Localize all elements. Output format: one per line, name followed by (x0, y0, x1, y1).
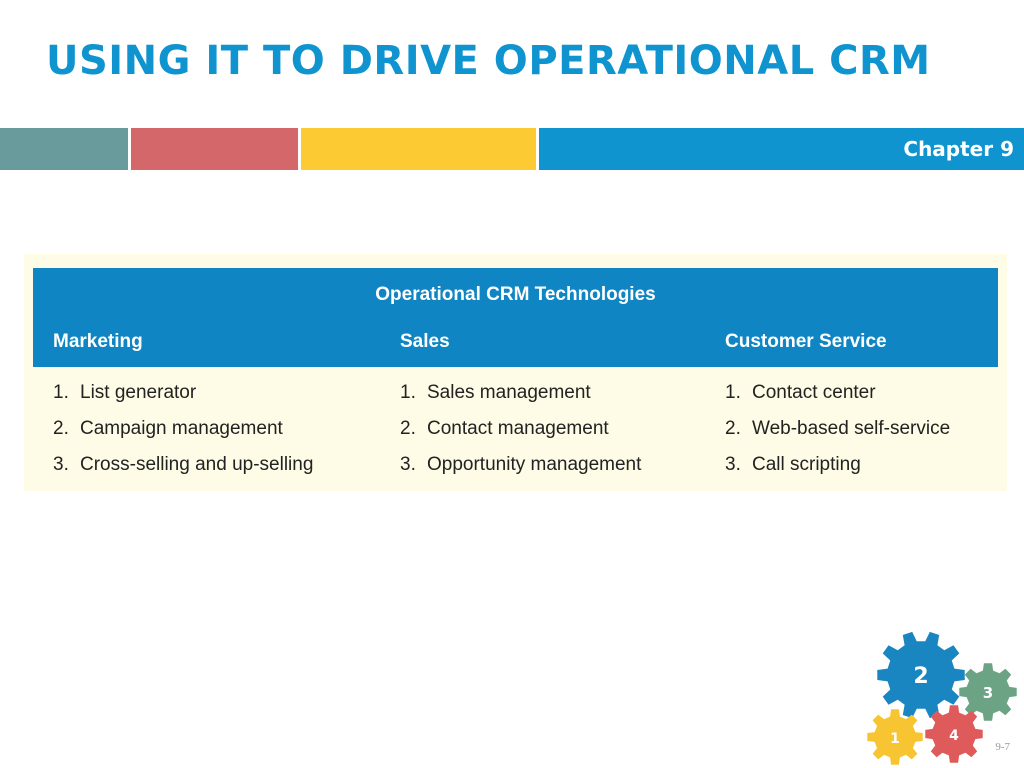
column-header-sales: Sales (400, 331, 450, 352)
column-header-marketing: Marketing (53, 331, 143, 352)
list-item: 3. Call scripting (725, 454, 950, 490)
customer-service-list: 1. Contact center 2. Web-based self-servic… (725, 382, 950, 490)
header-bar-yellow (301, 128, 536, 170)
chapter-label: Chapter 9 (903, 137, 1014, 161)
gear-icon-4: 4 (924, 704, 984, 764)
gear-label: 1 (890, 731, 900, 747)
column-header-customer-service: Customer Service (725, 331, 887, 352)
item-text: List generator (80, 382, 197, 403)
item-text: Cross-selling and up-selling (80, 454, 314, 475)
item-number: 3. (53, 454, 69, 475)
list-item: 1. Contact center (725, 382, 950, 418)
list-item: 2. Web-based self-service (725, 418, 950, 454)
list-item: 2. Contact management (400, 418, 641, 454)
item-text: Contact management (427, 418, 609, 439)
item-text: Campaign management (80, 418, 283, 439)
table-header: Operational CRM Technologies Marketing S… (33, 268, 998, 367)
crm-table: Operational CRM Technologies Marketing S… (24, 254, 1007, 491)
header-bar-teal (0, 128, 128, 170)
item-text: Opportunity management (427, 454, 642, 475)
item-number: 1. (53, 382, 69, 403)
item-number: 2. (725, 418, 741, 439)
item-number: 2. (53, 418, 69, 439)
list-item: 2. Campaign management (53, 418, 313, 454)
gear-icon-1: 1 (866, 708, 924, 766)
marketing-list: 1. List generator 2. Campaign management 3… (53, 382, 313, 490)
gear-label: 4 (949, 728, 959, 744)
page-number: 9-7 (995, 741, 1010, 753)
item-text: Call scripting (752, 454, 861, 475)
item-text: Web-based self-service (752, 418, 951, 439)
gear-label: 3 (983, 684, 993, 702)
list-item: 3. Opportunity management (400, 454, 641, 490)
item-number: 3. (400, 454, 416, 475)
item-number: 2. (400, 418, 416, 439)
gear-icon-2: 2 (876, 630, 966, 720)
header-bar-blue (539, 128, 1024, 170)
slide-title: USING IT TO DRIVE OPERATIONAL CRM (46, 38, 931, 84)
list-item: 1. Sales management (400, 382, 641, 418)
item-number: 1. (725, 382, 741, 403)
sales-list: 1. Sales management 2. Contact management … (400, 382, 641, 490)
item-text: Contact center (752, 382, 876, 403)
list-item: 1. List generator (53, 382, 313, 418)
header-bar-red (131, 128, 298, 170)
gear-label: 2 (913, 664, 928, 689)
list-item: 3. Cross-selling and up-selling (53, 454, 313, 490)
gear-icon-3: 3 (958, 662, 1018, 722)
table-caption: Operational CRM Technologies (375, 284, 656, 305)
item-number: 1. (400, 382, 416, 403)
item-text: Sales management (427, 382, 591, 403)
item-number: 3. (725, 454, 741, 475)
